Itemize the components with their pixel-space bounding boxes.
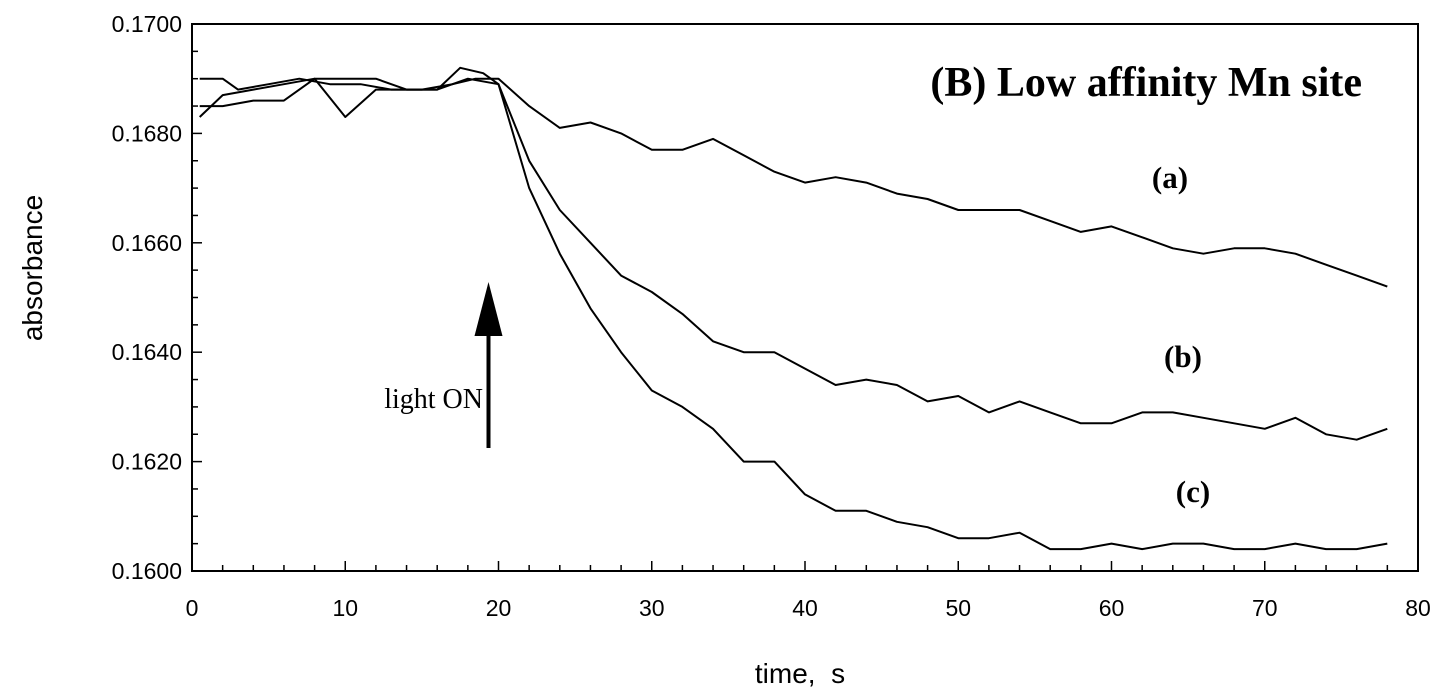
x-axis-ticks: 0 10 20 30 40 50 60 70 80 (186, 561, 1431, 621)
y-tick-label: 0.1680 (112, 120, 182, 146)
x-axis-title: time, s (755, 658, 845, 689)
series-label-a: (a) (1152, 160, 1188, 195)
x-tick-label: 0 (186, 595, 199, 621)
x-tick-label: 60 (1099, 595, 1125, 621)
light-on-annotation: light ON (384, 282, 503, 448)
y-tick-label: 0.1660 (112, 230, 182, 256)
series-line-c (199, 66, 1388, 551)
series-label-c: (c) (1176, 474, 1210, 509)
plot-frame (191, 23, 1419, 572)
chart-title: (B) Low affinity Mn site (930, 60, 1362, 106)
y-tick-label: 0.1620 (112, 449, 182, 475)
y-tick-label: 0.1600 (112, 558, 182, 584)
series-line-b (199, 77, 1388, 441)
series-line-a (199, 77, 1388, 288)
x-tick-label: 50 (945, 595, 971, 621)
y-tick-label: 0.1700 (112, 11, 182, 37)
y-tick-label: 0.1640 (112, 339, 182, 365)
x-tick-label: 20 (486, 595, 512, 621)
y-axis-title: absorbance (17, 195, 48, 341)
arrow-head (474, 282, 503, 336)
x-tick-label: 80 (1405, 595, 1431, 621)
x-tick-label: 40 (792, 595, 818, 621)
series-label-b: (b) (1164, 339, 1202, 374)
x-tick-label: 10 (332, 595, 358, 621)
plot-border (191, 23, 1419, 572)
x-tick-label: 70 (1252, 595, 1278, 621)
x-tick-label: 30 (639, 595, 665, 621)
annotation-label: light ON (384, 384, 483, 415)
series-lines (199, 66, 1388, 551)
up-arrow-icon (474, 282, 503, 448)
y-axis-ticks: 0.1600 0.1620 0.1640 0.1660 0.1680 0.1700 (112, 11, 202, 584)
